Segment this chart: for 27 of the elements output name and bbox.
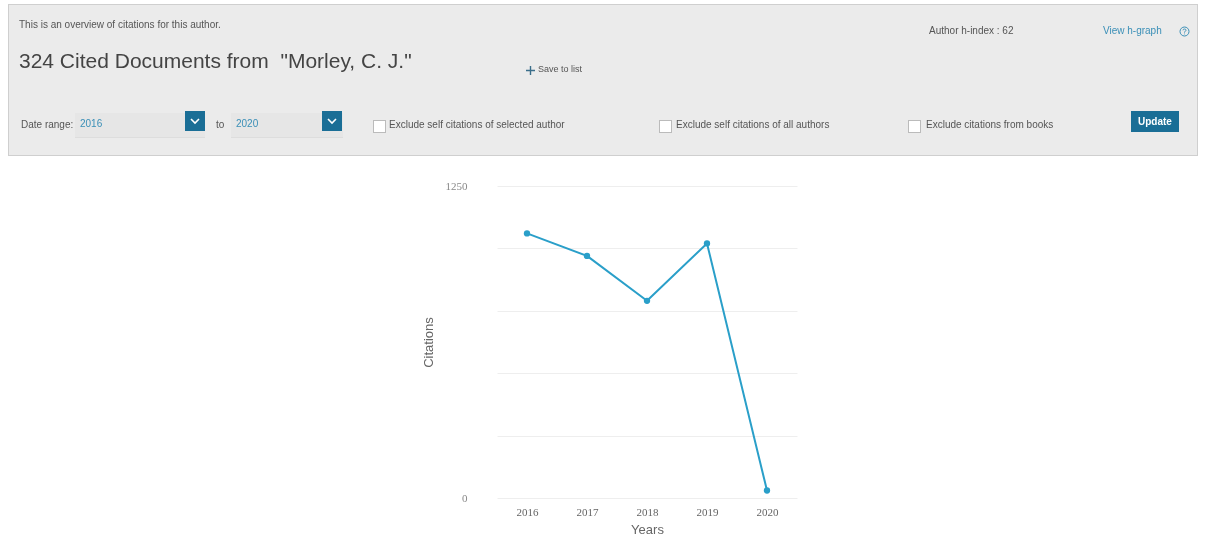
text: to <box>216 119 225 130</box>
x-tick-label: 2016 <box>516 505 539 518</box>
x-tick-label: 2020 <box>756 505 779 518</box>
text: Exclude self citations of all authors <box>676 119 830 130</box>
text: 2016 <box>80 118 103 129</box>
x-axis-title: Years <box>631 521 665 537</box>
point <box>583 252 591 260</box>
text: Save to list <box>538 64 583 74</box>
x-tick-label: 2019 <box>696 505 719 518</box>
text: Date range: <box>21 119 74 130</box>
point <box>643 297 651 304</box>
text: Update <box>1131 111 1179 132</box>
point <box>763 487 771 494</box>
text: Exclude citations from books <box>926 119 1054 130</box>
x-tick-label: 2018 <box>636 505 659 518</box>
text: Exclude self citations of selected author <box>389 119 565 130</box>
text: Author h-index : 62 <box>929 25 1014 36</box>
x-tick-label: 2017 <box>576 505 599 518</box>
point <box>703 240 711 247</box>
y-tick-label: 1250 <box>445 179 468 192</box>
y-tick-label: 0 <box>462 491 468 504</box>
text: 2020 <box>236 118 259 129</box>
text: This is an overview of citations for this author. <box>19 19 221 30</box>
text: View h-graph <box>1103 25 1162 36</box>
y-axis-title: Citations <box>420 316 436 368</box>
text: 324 Cited Documents from "Morley, C. J." <box>19 49 412 73</box>
point <box>523 230 531 237</box>
